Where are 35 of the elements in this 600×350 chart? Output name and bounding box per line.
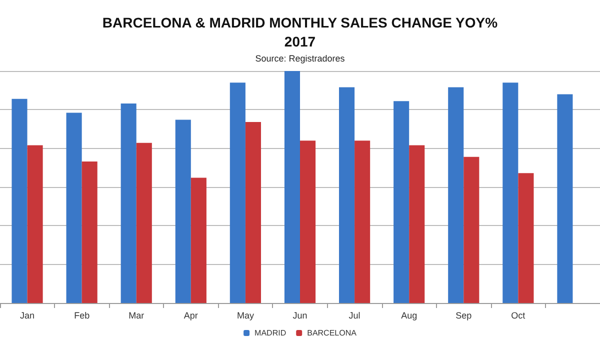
bar: [557, 94, 573, 303]
x-tick-label: Sep: [456, 310, 472, 320]
bar: [245, 122, 261, 303]
bar: [448, 87, 464, 303]
bar: [12, 98, 28, 303]
chart-subtitle: Source: Registradores: [255, 54, 346, 64]
bar: [27, 145, 43, 303]
bar: [190, 178, 206, 303]
bar: [175, 120, 191, 303]
x-tick-label: Aug: [401, 310, 418, 320]
chart-title: BARCELONA & MADRID MONTHLY SALES CHANGE YOY% 2017: [102, 14, 498, 50]
bar: [230, 82, 246, 303]
bar: [394, 101, 410, 303]
x-tick-label: Jan: [20, 310, 35, 320]
bar: [136, 142, 152, 303]
x-tick-label: Mar: [128, 310, 144, 320]
bar: [339, 87, 355, 303]
x-tick-label: May: [236, 310, 254, 320]
legend-label: BARCELONA: [307, 328, 358, 338]
x-tick-label: Jun: [292, 310, 308, 320]
bar: [354, 140, 370, 303]
bar: [66, 112, 82, 303]
bar: [284, 71, 300, 303]
x-tick-label: Oct: [511, 310, 526, 320]
bar: [518, 173, 534, 303]
x-tick-label: Apr: [184, 310, 198, 320]
bar: [120, 103, 136, 303]
x-tick-label: Jul: [348, 310, 360, 320]
bar: [409, 145, 425, 303]
legend-label: MADRID: [254, 328, 286, 338]
bar: [82, 161, 98, 303]
x-tick-label: Feb: [74, 310, 90, 320]
bar: [502, 82, 518, 303]
bar: [300, 140, 316, 303]
bar: [464, 156, 480, 303]
